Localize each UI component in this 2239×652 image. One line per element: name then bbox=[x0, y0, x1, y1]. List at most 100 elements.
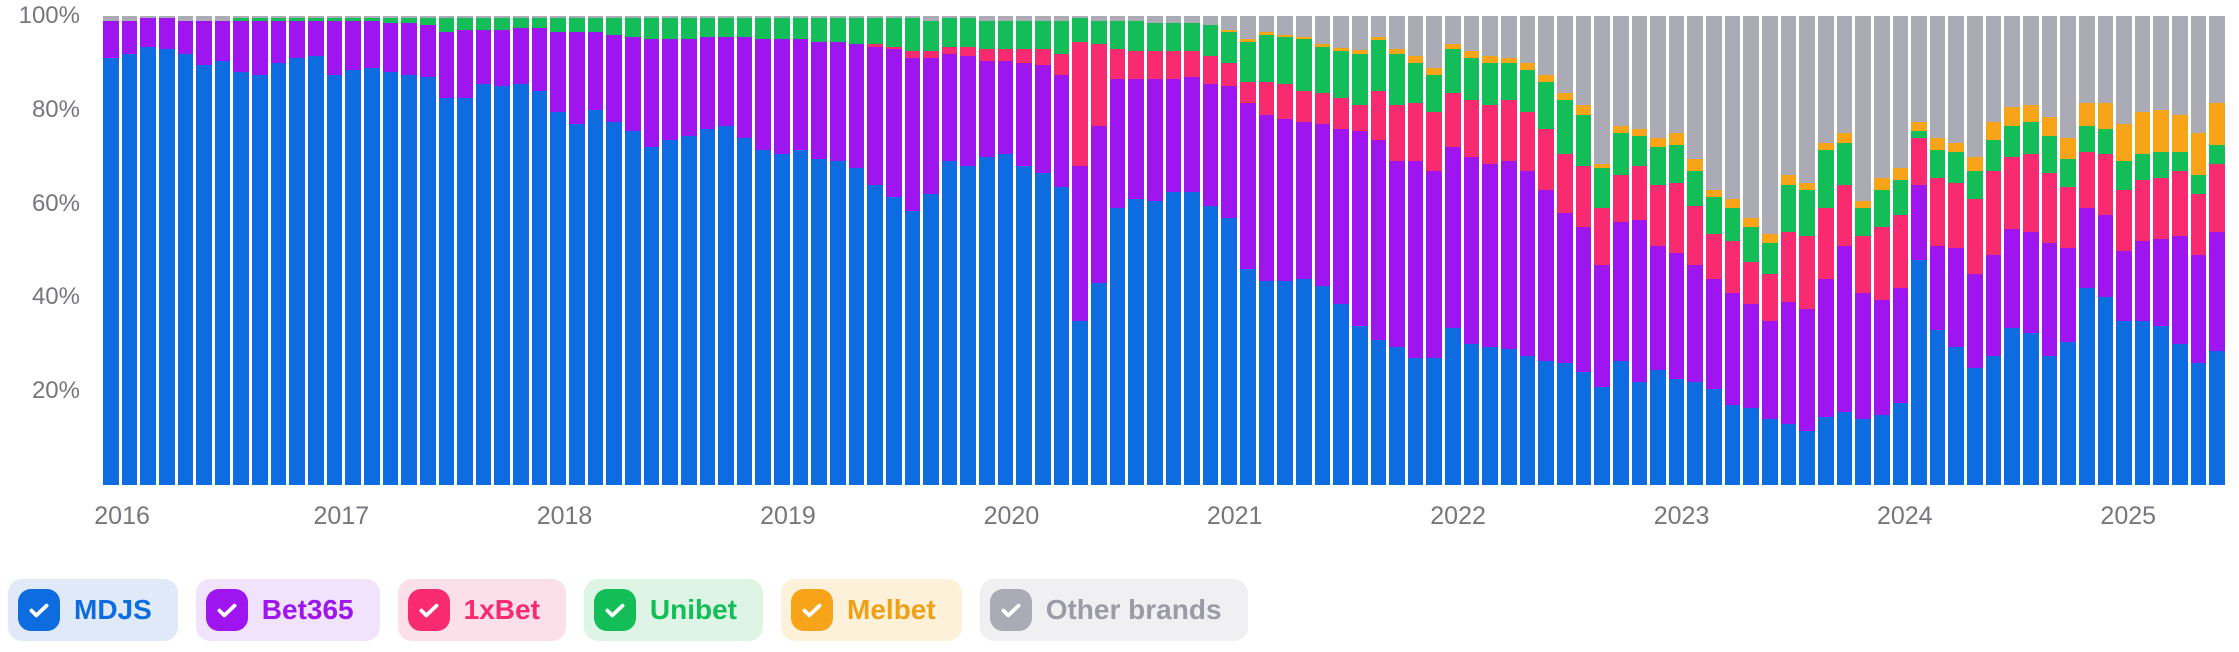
segment-unibet[interactable] bbox=[1090, 20, 1107, 45]
segment-unibet[interactable] bbox=[1072, 18, 1088, 42]
bar-2017-12[interactable] bbox=[531, 16, 548, 485]
segment-bet365[interactable] bbox=[2153, 238, 2170, 326]
bar-2023-12[interactable] bbox=[1873, 16, 1890, 485]
segment-mdjs[interactable] bbox=[2022, 332, 2039, 485]
segment-bet365[interactable] bbox=[419, 25, 436, 77]
segment-1xbet[interactable] bbox=[1780, 231, 1797, 303]
segment-bet365[interactable] bbox=[494, 30, 511, 87]
segment-mdjs[interactable] bbox=[531, 91, 548, 485]
segment-unibet[interactable] bbox=[1929, 149, 1946, 178]
segment-other-brands[interactable] bbox=[252, 16, 268, 19]
segment-mdjs[interactable] bbox=[848, 168, 865, 485]
bar-2017-10[interactable] bbox=[494, 16, 511, 485]
segment-melbet[interactable] bbox=[1445, 44, 1461, 49]
segment-unibet[interactable] bbox=[2078, 126, 2095, 153]
segment-1xbet[interactable] bbox=[1501, 100, 1517, 162]
segment-mdjs[interactable] bbox=[1277, 281, 1293, 485]
bar-2017-08[interactable] bbox=[457, 16, 473, 485]
segment-mdjs[interactable] bbox=[513, 84, 529, 485]
segment-other-brands[interactable] bbox=[1985, 16, 2002, 122]
segment-unibet[interactable] bbox=[1687, 170, 1704, 206]
segment-mdjs[interactable] bbox=[1817, 417, 1834, 485]
segment-mdjs[interactable] bbox=[233, 72, 250, 485]
segment-bet365[interactable] bbox=[177, 20, 194, 54]
segment-mdjs[interactable] bbox=[606, 121, 622, 485]
segment-bet365[interactable] bbox=[1165, 79, 1182, 192]
segment-1xbet[interactable] bbox=[2172, 170, 2188, 237]
bar-2021-04[interactable] bbox=[1277, 16, 1293, 485]
segment-unibet[interactable] bbox=[1706, 196, 1722, 235]
bar-2017-09[interactable] bbox=[475, 16, 492, 485]
segment-1xbet[interactable] bbox=[1612, 175, 1629, 223]
segment-bet365[interactable] bbox=[1221, 86, 1238, 218]
segment-melbet[interactable] bbox=[2097, 102, 2114, 129]
bar-2019-03[interactable] bbox=[811, 16, 827, 485]
segment-mdjs[interactable] bbox=[252, 74, 268, 485]
segment-1xbet[interactable] bbox=[1128, 51, 1144, 80]
bar-2018-04[interactable] bbox=[606, 16, 622, 485]
segment-unibet[interactable] bbox=[2060, 159, 2076, 188]
segment-1xbet[interactable] bbox=[2190, 194, 2207, 256]
segment-melbet[interactable] bbox=[2153, 109, 2170, 153]
segment-mdjs[interactable] bbox=[1724, 405, 1741, 485]
segment-unibet[interactable] bbox=[941, 18, 958, 47]
bar-2019-09[interactable] bbox=[923, 16, 939, 485]
segment-mdjs[interactable] bbox=[1780, 424, 1797, 485]
segment-bet365[interactable] bbox=[1612, 222, 1629, 361]
segment-bet365[interactable] bbox=[829, 41, 846, 162]
segment-bet365[interactable] bbox=[1538, 189, 1554, 361]
segment-melbet[interactable] bbox=[1836, 133, 1853, 143]
segment-bet365[interactable] bbox=[1929, 245, 1946, 331]
bar-2025-03[interactable] bbox=[2153, 16, 2170, 485]
segment-unibet[interactable] bbox=[867, 18, 883, 45]
segment-bet365[interactable] bbox=[606, 34, 622, 122]
segment-mdjs[interactable] bbox=[587, 109, 604, 485]
bar-2022-07[interactable] bbox=[1556, 16, 1573, 485]
segment-1xbet[interactable] bbox=[1594, 208, 1610, 265]
bar-2023-02[interactable] bbox=[1687, 16, 1704, 485]
segment-bet365[interactable] bbox=[1389, 161, 1405, 347]
segment-bet365[interactable] bbox=[2134, 241, 2151, 321]
segment-unibet[interactable] bbox=[2022, 121, 2039, 155]
bar-2017-02[interactable] bbox=[345, 16, 361, 485]
segment-mdjs[interactable] bbox=[2172, 344, 2188, 485]
segment-other-brands[interactable] bbox=[1184, 16, 1200, 24]
segment-1xbet[interactable] bbox=[1426, 112, 1443, 171]
segment-1xbet[interactable] bbox=[1762, 273, 1778, 321]
bar-2020-06[interactable] bbox=[1090, 16, 1107, 485]
segment-mdjs[interactable] bbox=[177, 53, 194, 485]
segment-bet365[interactable] bbox=[214, 20, 231, 61]
segment-mdjs[interactable] bbox=[2190, 363, 2207, 485]
segment-other-brands[interactable] bbox=[1929, 16, 1946, 138]
bar-2021-05[interactable] bbox=[1296, 16, 1312, 485]
segment-mdjs[interactable] bbox=[1762, 419, 1778, 485]
segment-mdjs[interactable] bbox=[550, 112, 567, 485]
segment-melbet[interactable] bbox=[2004, 107, 2020, 127]
bar-2024-09[interactable] bbox=[2041, 16, 2058, 485]
bar-2020-02[interactable] bbox=[1016, 16, 1033, 485]
segment-other-brands[interactable] bbox=[960, 16, 977, 19]
checkbox-1xbet[interactable] bbox=[407, 589, 450, 631]
segment-other-brands[interactable] bbox=[494, 16, 511, 19]
segment-mdjs[interactable] bbox=[680, 135, 697, 485]
segment-other-brands[interactable] bbox=[196, 16, 212, 21]
segment-1xbet[interactable] bbox=[1090, 44, 1107, 127]
segment-other-brands[interactable] bbox=[1575, 16, 1592, 106]
segment-other-brands[interactable] bbox=[550, 16, 567, 19]
segment-bet365[interactable] bbox=[792, 39, 809, 150]
segment-mdjs[interactable] bbox=[1184, 191, 1200, 485]
segment-1xbet[interactable] bbox=[1221, 62, 1238, 87]
segment-unibet[interactable] bbox=[1780, 184, 1797, 232]
segment-other-brands[interactable] bbox=[1501, 16, 1517, 59]
bar-2022-03[interactable] bbox=[1482, 16, 1499, 485]
checkbox-melbet[interactable] bbox=[791, 589, 834, 631]
segment-mdjs[interactable] bbox=[960, 166, 977, 485]
segment-unibet[interactable] bbox=[997, 20, 1014, 49]
segment-mdjs[interactable] bbox=[1296, 278, 1312, 485]
bar-2022-11[interactable] bbox=[1631, 16, 1648, 485]
segment-other-brands[interactable] bbox=[1090, 16, 1107, 21]
bar-2022-10[interactable] bbox=[1612, 16, 1629, 485]
segment-mdjs[interactable] bbox=[867, 184, 883, 485]
segment-other-brands[interactable] bbox=[774, 16, 790, 19]
segment-mdjs[interactable] bbox=[475, 84, 492, 485]
